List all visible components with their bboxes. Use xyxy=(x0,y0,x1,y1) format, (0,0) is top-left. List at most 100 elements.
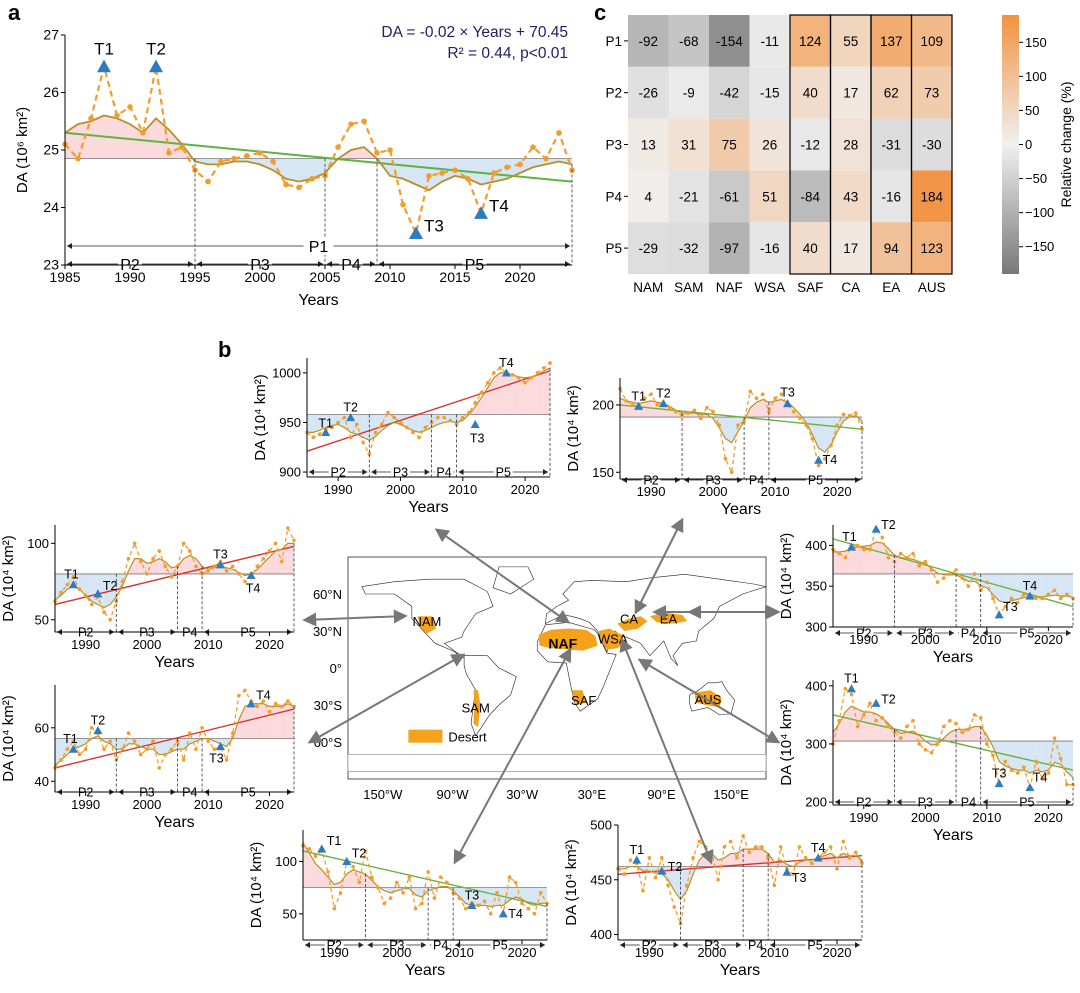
naf-point-1996 xyxy=(373,430,378,435)
nam-fill-22 xyxy=(183,555,190,574)
ea-point-1996 xyxy=(898,736,903,740)
nam-xtick-label-2000: 2000 xyxy=(132,637,161,652)
heatmap-cell-P5-SAM xyxy=(668,222,709,274)
saf-point-1989 xyxy=(326,870,330,874)
heatmap-cell-P4-NAF xyxy=(709,170,750,223)
nam-marker-T4 xyxy=(246,570,256,580)
naf-point-2015 xyxy=(492,371,496,375)
ea-fill-2 xyxy=(845,706,852,742)
chart-ea: P2 P3 P4 P5 T1 T2 T3 T4 1990 2000 2010 2020 200 300 40… xyxy=(778,672,1075,844)
nam-point-2002 xyxy=(157,549,161,553)
aus-period-arrowhead-l-P3 xyxy=(682,942,688,948)
aus-xtick-label-1990: 1990 xyxy=(635,945,664,960)
aus-point-2020 xyxy=(835,867,839,871)
sam-point-2014 xyxy=(230,731,235,735)
nam-xtick-label-2020: 2020 xyxy=(255,637,284,652)
wsa-point-1996 xyxy=(686,411,691,415)
nam-fill-6 xyxy=(91,573,98,605)
desert-nam xyxy=(417,616,437,634)
ea-fill-34 xyxy=(1023,741,1030,774)
ea-fill-25 xyxy=(974,726,981,742)
ca-point-1989 xyxy=(855,543,860,548)
sam-series-line xyxy=(54,689,295,770)
a-trend-line xyxy=(64,131,573,183)
wsa-fill-17 xyxy=(719,417,726,439)
naf-fill-17 xyxy=(412,414,420,433)
ca-period-label-bg-P3 xyxy=(915,624,935,642)
ca-xlabel: Years xyxy=(933,649,973,666)
aus-point-2001 xyxy=(716,877,720,882)
map-legend-label: Desert xyxy=(448,730,487,745)
saf-xlabel: Years xyxy=(405,962,445,979)
map-lon-label-1: 90°W xyxy=(437,787,470,802)
naf-fill-34 xyxy=(512,374,519,415)
naf-point-1986 xyxy=(311,435,316,440)
aus-point-1992 xyxy=(659,856,664,860)
wsa-fill-14 xyxy=(706,414,712,418)
saf-period-label-P5: P5 xyxy=(492,939,507,953)
ea-point-1993 xyxy=(880,715,885,720)
sam-point-1998 xyxy=(132,739,137,743)
naf-point-2012 xyxy=(473,400,478,405)
aus-point-2022 xyxy=(847,856,852,860)
desert-wsa xyxy=(598,628,625,650)
aus-point-2023 xyxy=(853,850,858,855)
map-lat-label-2: 0° xyxy=(330,661,342,676)
nam-point-1989 xyxy=(77,587,82,591)
naf-period-label-P5: P5 xyxy=(496,466,511,480)
wsa-period-arrowhead-l-P2 xyxy=(622,477,627,483)
saf-xtick-label-1990: 1990 xyxy=(320,945,349,960)
sam-ylabel: DA (10⁴ km²) xyxy=(0,695,17,781)
wsa-smooth-line xyxy=(619,397,863,453)
panel-c-heatmap: -92 -68 -154 -11 124 55 137 109-26 -9 -42 -15 40 17 6… xyxy=(605,14,1074,295)
aus-marker-label-T1: T1 xyxy=(629,843,644,857)
a-marker-label-T4: T4 xyxy=(489,196,509,215)
saf-period-arrowhead-l-P2 xyxy=(305,942,310,948)
wsa-marker-label-T4: T4 xyxy=(823,453,838,467)
heatmap-cell-P5-EA xyxy=(871,222,912,274)
aus-period-label-P3: P3 xyxy=(704,939,719,953)
sam-point-1999 xyxy=(138,752,143,757)
a-marker-T3 xyxy=(409,226,423,239)
sam-point-2003 xyxy=(163,752,168,757)
naf-point-1998 xyxy=(386,410,390,415)
a-point-2002 xyxy=(283,181,289,188)
ea-period-label-P2: P2 xyxy=(856,796,871,810)
ea-xlabel: Years xyxy=(933,827,973,844)
aus-trend-line xyxy=(617,854,863,875)
ea-xtick-label-2020: 2020 xyxy=(1034,810,1063,825)
nam-point-2018 xyxy=(255,564,260,569)
saf-fill-33 xyxy=(490,887,497,907)
heatmap-value-P1-NAF: -154 xyxy=(716,34,744,49)
heatmap-row-label-P2: P2 xyxy=(605,86,622,101)
wsa-point-2005 xyxy=(742,419,746,423)
wsa-ylabel: DA (10⁴ km²) xyxy=(565,385,582,471)
ea-point-2013 xyxy=(1003,759,1008,764)
naf-point-2021 xyxy=(529,376,534,380)
saf-point-1997 xyxy=(376,885,380,890)
a-period-arrowhead-r-P2 xyxy=(188,261,193,267)
nam-marker-T2 xyxy=(93,589,103,598)
wsa-point-2011 xyxy=(779,392,784,396)
wsa-point-1990 xyxy=(649,392,653,396)
heatmap-col-label-SAF: SAF xyxy=(797,280,823,295)
saf-fill-2 xyxy=(315,863,322,888)
heatmap-box-AUS xyxy=(910,14,953,275)
nam-point-1990 xyxy=(83,593,88,598)
heatmap-cell-P5-AUS xyxy=(911,222,952,274)
saf-fill-30 xyxy=(471,887,479,906)
naf-fill-16 xyxy=(406,414,413,431)
nam-fill-8 xyxy=(104,573,111,608)
aus-point-2024 xyxy=(860,861,864,866)
nam-point-2001 xyxy=(151,556,155,561)
heatmap-col-label-NAF: NAF xyxy=(716,280,743,295)
naf-point-2008 xyxy=(448,418,453,423)
ea-fill-40 xyxy=(1060,741,1067,772)
wsa-fill-37 xyxy=(830,417,838,446)
heatmap-value-P4-EA: -16 xyxy=(881,189,901,204)
aus-point-2011 xyxy=(778,845,783,849)
sam-point-2000 xyxy=(145,747,149,751)
saf-point-1996 xyxy=(370,875,374,879)
saf-marker-label-T1: T1 xyxy=(327,834,342,848)
saf-point-1998 xyxy=(382,901,387,906)
